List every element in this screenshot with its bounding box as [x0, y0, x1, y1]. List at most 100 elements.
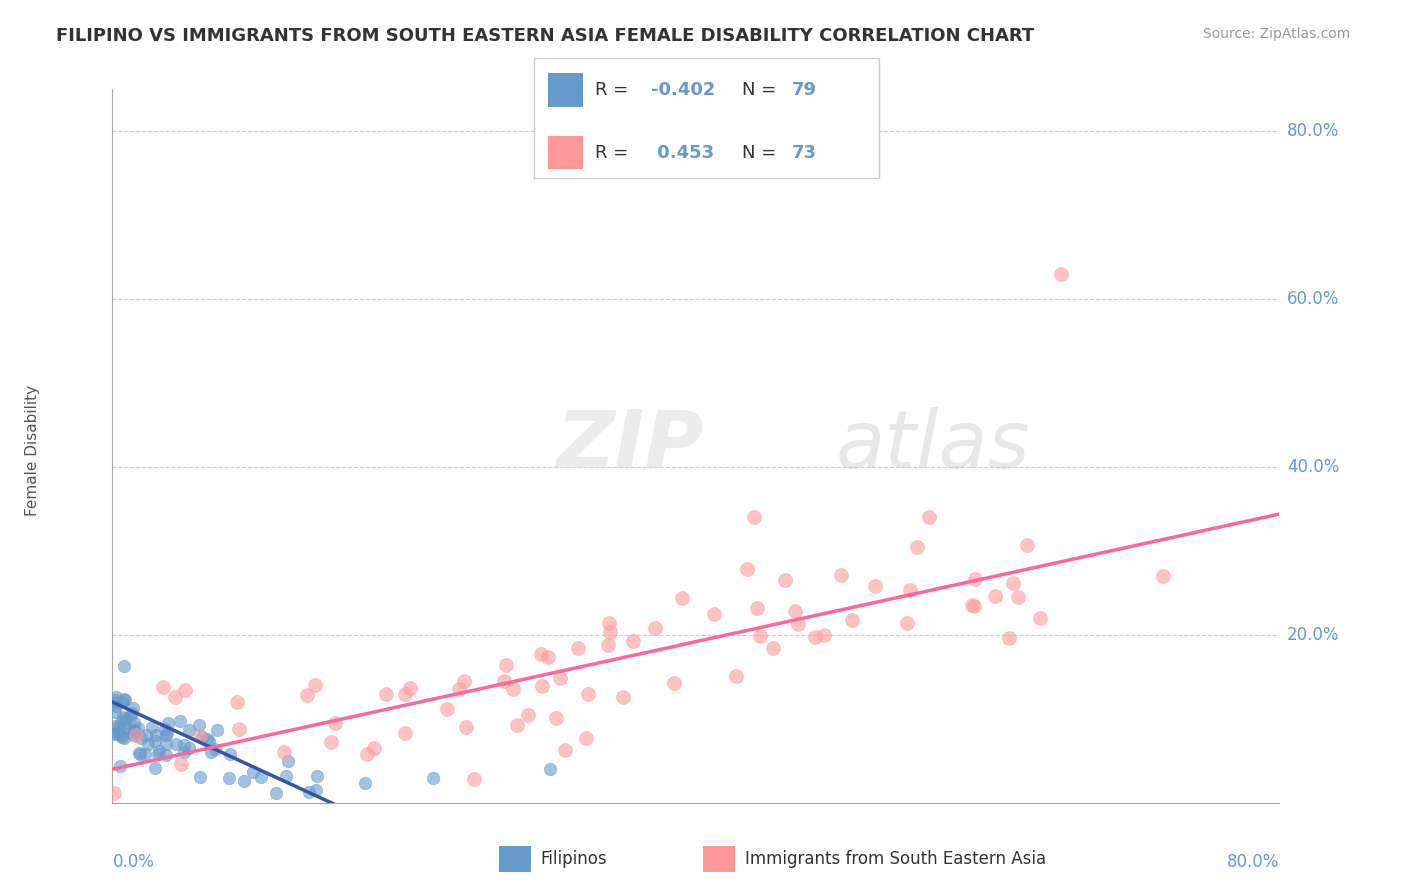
- Text: 20.0%: 20.0%: [1286, 626, 1340, 644]
- Point: [198, 734, 221, 748]
- Point: [104, 705, 127, 719]
- Text: 80.0%: 80.0%: [1227, 853, 1279, 871]
- Point: [454, 720, 477, 734]
- Point: [984, 589, 1007, 603]
- Text: 40.0%: 40.0%: [1286, 458, 1339, 476]
- Point: [127, 721, 149, 735]
- Point: [1002, 576, 1025, 591]
- Point: [354, 776, 377, 790]
- Point: [830, 568, 852, 582]
- Point: [575, 731, 598, 746]
- Point: [453, 673, 475, 688]
- Point: [735, 562, 758, 576]
- Text: Immigrants from South Eastern Asia: Immigrants from South Eastern Asia: [745, 850, 1046, 868]
- Point: [1017, 538, 1039, 552]
- Point: [146, 747, 169, 761]
- Point: [103, 787, 125, 801]
- Point: [105, 727, 128, 741]
- Point: [156, 726, 179, 740]
- Point: [325, 716, 347, 731]
- Point: [188, 729, 211, 743]
- Point: [250, 771, 273, 785]
- Point: [612, 690, 634, 704]
- Point: [173, 745, 195, 759]
- Point: [963, 572, 986, 586]
- Point: [128, 746, 150, 760]
- Point: [107, 720, 129, 734]
- Text: Source: ZipAtlas.com: Source: ZipAtlas.com: [1202, 27, 1350, 41]
- Text: 0.0%: 0.0%: [112, 853, 155, 871]
- Point: [200, 745, 222, 759]
- Point: [567, 641, 589, 656]
- Point: [394, 726, 416, 740]
- Point: [163, 690, 186, 704]
- Point: [148, 744, 170, 758]
- Point: [495, 658, 517, 673]
- Text: R =: R =: [595, 81, 628, 99]
- Point: [963, 599, 986, 613]
- Point: [143, 733, 166, 747]
- Point: [115, 711, 138, 725]
- Point: [436, 702, 458, 716]
- Point: [114, 720, 136, 734]
- Point: [195, 731, 218, 746]
- Point: [298, 785, 321, 799]
- Point: [205, 723, 228, 737]
- Point: [187, 718, 209, 732]
- Text: ZIP: ZIP: [555, 407, 703, 485]
- Point: [242, 765, 264, 780]
- Point: [134, 747, 156, 761]
- Text: N =: N =: [742, 81, 776, 99]
- Point: [599, 624, 621, 639]
- Point: [749, 629, 772, 643]
- Point: [110, 714, 132, 729]
- Text: atlas: atlas: [837, 407, 1031, 485]
- Point: [399, 681, 422, 695]
- Point: [173, 683, 195, 698]
- Point: [305, 782, 328, 797]
- Point: [107, 724, 129, 739]
- Point: [356, 747, 378, 761]
- Point: [664, 676, 686, 690]
- Point: [103, 719, 125, 733]
- Point: [598, 638, 620, 652]
- Point: [111, 696, 134, 710]
- Point: [179, 741, 201, 756]
- Point: [121, 728, 143, 742]
- Point: [517, 708, 540, 723]
- Point: [135, 728, 157, 742]
- Point: [143, 761, 166, 775]
- Point: [129, 731, 152, 746]
- Point: [112, 710, 135, 724]
- Point: [449, 681, 471, 696]
- Point: [155, 737, 177, 751]
- Point: [188, 770, 211, 784]
- Point: [537, 650, 560, 665]
- Point: [136, 737, 159, 751]
- Point: [118, 710, 141, 724]
- Text: -0.402: -0.402: [651, 81, 716, 99]
- Point: [898, 583, 921, 598]
- Point: [122, 723, 145, 738]
- Point: [745, 601, 768, 615]
- Point: [761, 641, 783, 656]
- Point: [554, 743, 576, 757]
- Text: N =: N =: [742, 144, 776, 161]
- Point: [773, 573, 796, 587]
- Point: [363, 740, 385, 755]
- Point: [742, 510, 765, 524]
- Point: [841, 614, 863, 628]
- Point: [896, 616, 918, 631]
- Point: [422, 771, 444, 785]
- Point: [264, 786, 287, 800]
- Point: [813, 627, 835, 641]
- Point: [173, 738, 195, 752]
- Point: [394, 687, 416, 701]
- Point: [905, 541, 928, 555]
- Point: [112, 659, 135, 673]
- Point: [502, 681, 524, 696]
- Point: [225, 695, 247, 709]
- Point: [156, 715, 179, 730]
- Point: [598, 616, 620, 631]
- Point: [506, 718, 529, 732]
